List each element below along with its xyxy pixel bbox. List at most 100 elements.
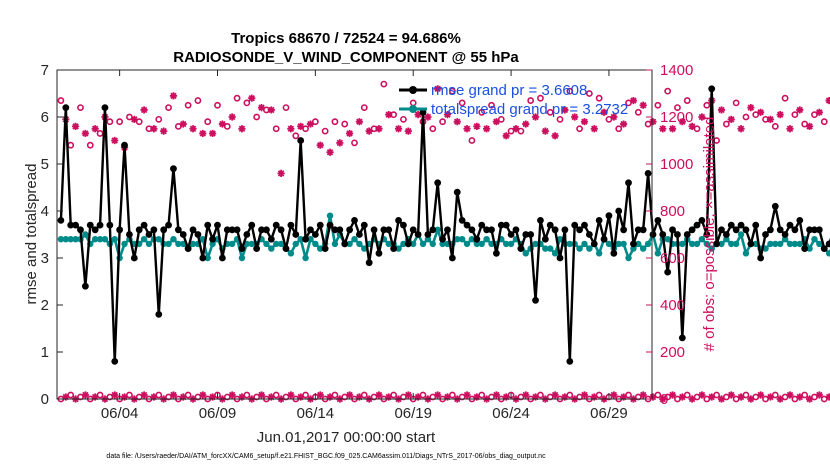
rmse-point bbox=[150, 226, 158, 234]
totalspread-point bbox=[145, 240, 153, 248]
totalspread-point bbox=[331, 240, 339, 248]
obs-possible-point bbox=[654, 101, 662, 109]
rmse-point bbox=[140, 221, 148, 229]
obs-zero-assimilated-point bbox=[747, 395, 755, 403]
obs-zero-assimilated-point bbox=[404, 391, 412, 399]
rmse-point bbox=[713, 240, 720, 248]
obs-assimilated-point bbox=[111, 136, 119, 145]
rmse-point bbox=[718, 226, 725, 234]
rmse-point bbox=[336, 226, 344, 234]
rmse-point bbox=[165, 221, 172, 229]
rmse-point bbox=[179, 231, 187, 238]
rmse-point bbox=[297, 137, 305, 144]
rmse-point bbox=[649, 231, 657, 238]
totalspread-point bbox=[317, 245, 324, 252]
obs-assimilated-point bbox=[218, 120, 226, 128]
rmse-point bbox=[683, 231, 691, 238]
obs-assimilated-point bbox=[590, 125, 598, 133]
obs-zero-assimilated-point bbox=[81, 391, 89, 399]
obs-possible-point bbox=[292, 132, 300, 140]
obs-assimilated-point bbox=[522, 120, 530, 128]
totalspread-point bbox=[326, 212, 334, 219]
obs-possible-point bbox=[253, 113, 261, 121]
rmse-point bbox=[429, 226, 437, 234]
obs-assimilated-point bbox=[786, 125, 794, 133]
obs-assimilated-point bbox=[698, 113, 706, 121]
rmse-point bbox=[634, 226, 642, 234]
totalspread-point bbox=[385, 240, 392, 248]
totalspread-point bbox=[356, 240, 363, 248]
totalspread-point bbox=[121, 240, 128, 248]
rmse-point bbox=[644, 170, 652, 177]
obs-zero-assimilated-point bbox=[786, 391, 794, 399]
rmse-point bbox=[541, 235, 549, 243]
obs-assimilated-point bbox=[414, 111, 422, 119]
obs-zero-assimilated-point bbox=[316, 391, 324, 399]
obs-assimilated-point bbox=[531, 113, 540, 121]
obs-zero-assimilated-point bbox=[776, 395, 784, 403]
obs-assimilated-point bbox=[492, 118, 500, 126]
obs-assimilated-point bbox=[600, 108, 608, 116]
totalspread-point bbox=[91, 236, 99, 243]
obs-zero-assimilated-point bbox=[492, 391, 500, 399]
rmse-point bbox=[561, 226, 569, 234]
obs-zero-assimilated-point bbox=[737, 393, 745, 401]
totalspread-point bbox=[62, 236, 70, 243]
data-file-footnote: data file: /Users/raeder/DAI/ATM_forcXX/… bbox=[106, 453, 546, 460]
rmse-point bbox=[517, 245, 525, 253]
obs-assimilated-point bbox=[541, 127, 549, 135]
totalspread-point bbox=[507, 240, 515, 248]
rmse-point bbox=[419, 108, 427, 116]
obs-zero-assimilated-point bbox=[620, 393, 628, 401]
totalspread-point bbox=[566, 240, 573, 248]
obs-assimilated-point bbox=[473, 122, 481, 130]
obs-possible-point bbox=[282, 104, 290, 111]
obs-possible-point bbox=[458, 99, 466, 107]
plot-area bbox=[57, 70, 652, 399]
obs-possible-point bbox=[448, 87, 456, 95]
rmse-point bbox=[590, 240, 598, 248]
obs-zero-assimilated-point bbox=[120, 393, 129, 401]
obs-assimilated-point bbox=[326, 148, 334, 156]
obs-possible-point bbox=[556, 115, 564, 123]
obs-possible-point bbox=[674, 104, 681, 111]
rmse-point bbox=[752, 221, 760, 229]
obs-possible-point bbox=[478, 108, 486, 116]
y-tick-label-right: 800 bbox=[660, 203, 685, 220]
rmse-point bbox=[727, 221, 735, 229]
legend-label-spread: totalspread grand pr = 3.2732 bbox=[431, 101, 628, 118]
obs-assimilated-point bbox=[571, 113, 579, 121]
rmse-point bbox=[414, 231, 422, 238]
obs-possible-point bbox=[791, 111, 799, 119]
obs-assimilated-point bbox=[297, 122, 305, 130]
obs-possible-point bbox=[331, 118, 339, 126]
totalspread-point bbox=[576, 245, 583, 252]
rmse-point bbox=[390, 245, 398, 253]
totalspread-point bbox=[825, 250, 830, 257]
totalspread-point bbox=[693, 240, 701, 248]
totalspread-point bbox=[111, 236, 118, 243]
rmse-point bbox=[72, 221, 79, 229]
rmse-point bbox=[155, 311, 163, 318]
obs-zero-assimilated-point bbox=[414, 393, 422, 401]
totalspread-point bbox=[522, 250, 529, 257]
rmse-point bbox=[199, 254, 207, 262]
obs-zero-assimilated-point bbox=[717, 395, 726, 403]
x-tick-label: 06/09 bbox=[199, 405, 237, 422]
totalspread-point bbox=[644, 240, 652, 248]
obs-zero-assimilated-point bbox=[610, 391, 618, 399]
obs-zero-assimilated-point bbox=[169, 391, 178, 399]
rmse-point bbox=[81, 282, 89, 290]
obs-zero-assimilated-point bbox=[805, 395, 814, 403]
x-tick-label: 06/19 bbox=[394, 405, 432, 422]
rmse-point bbox=[101, 104, 109, 111]
obs-zero-assimilated-point bbox=[796, 393, 804, 401]
rmse-point bbox=[331, 226, 339, 234]
rmse-point bbox=[351, 217, 358, 224]
y-axis-right: 0 200 400 600 800 1000 1200 1400 bbox=[646, 62, 693, 408]
obs-zero-assimilated-point bbox=[434, 391, 442, 399]
obs-possible-point bbox=[781, 94, 789, 102]
rmse-point bbox=[439, 235, 446, 243]
obs-assimilated-point bbox=[649, 118, 657, 126]
